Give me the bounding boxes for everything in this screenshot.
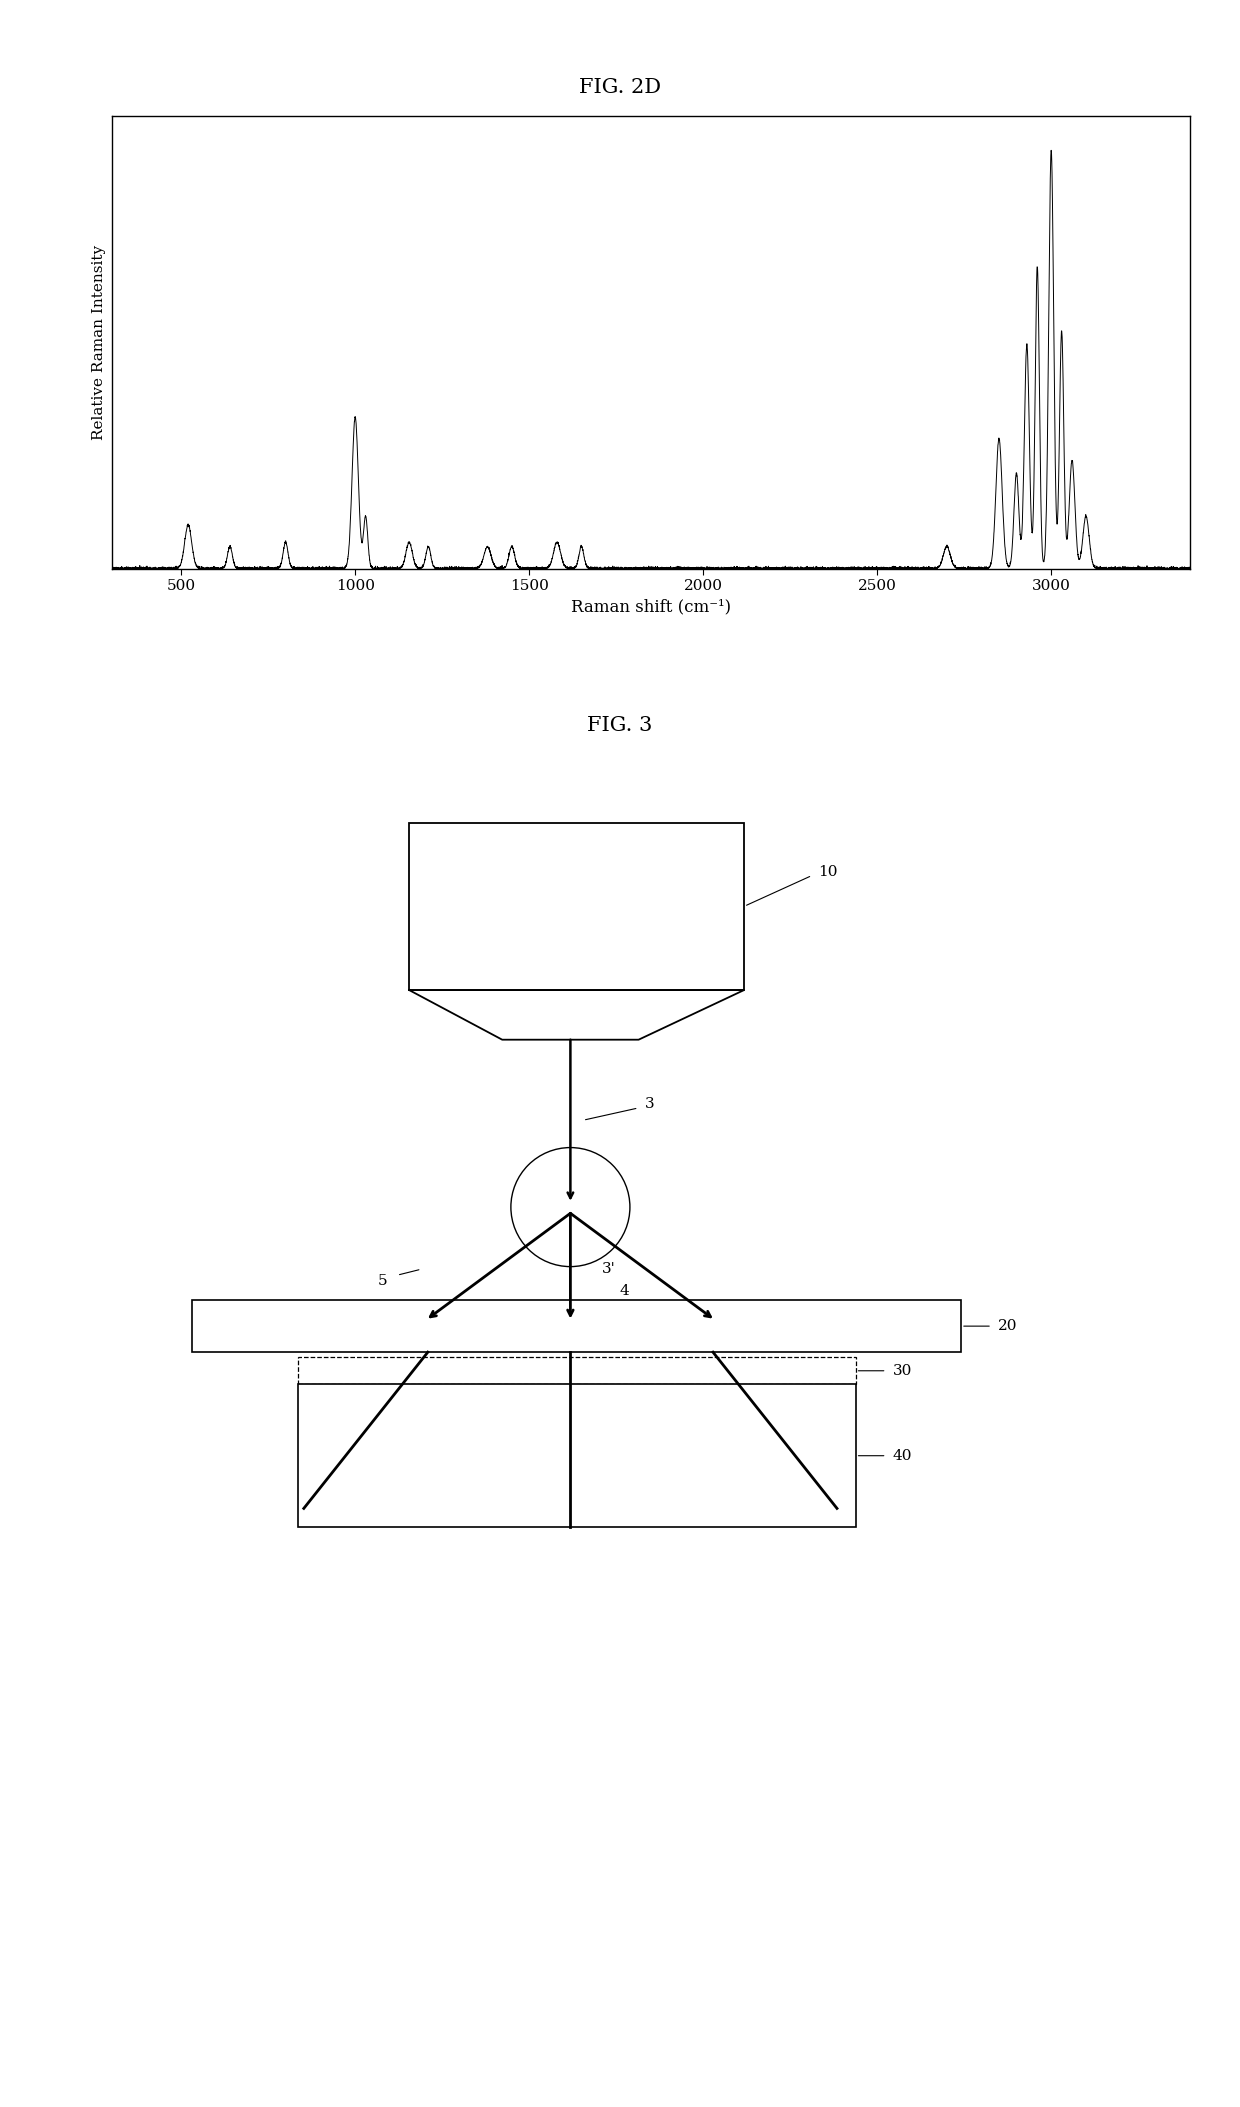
- Bar: [298, 1384, 856, 1528]
- Bar: [298, 1357, 856, 1384]
- Text: 4: 4: [620, 1285, 630, 1298]
- Text: 5: 5: [378, 1275, 388, 1289]
- Text: 40: 40: [893, 1450, 913, 1462]
- Text: FIG. 3: FIG. 3: [588, 716, 652, 735]
- Text: 10: 10: [818, 864, 838, 879]
- X-axis label: Raman shift (cm⁻¹): Raman shift (cm⁻¹): [570, 598, 732, 615]
- Text: 20: 20: [998, 1319, 1018, 1334]
- Bar: [192, 1300, 961, 1353]
- Polygon shape: [409, 990, 744, 1039]
- Text: 3: 3: [645, 1098, 655, 1110]
- Text: 3': 3': [601, 1262, 615, 1277]
- Text: FIG. 2D: FIG. 2D: [579, 78, 661, 97]
- Bar: [409, 822, 744, 990]
- Y-axis label: Relative Raman Intensity: Relative Raman Intensity: [92, 244, 107, 440]
- Text: 30: 30: [893, 1363, 913, 1378]
